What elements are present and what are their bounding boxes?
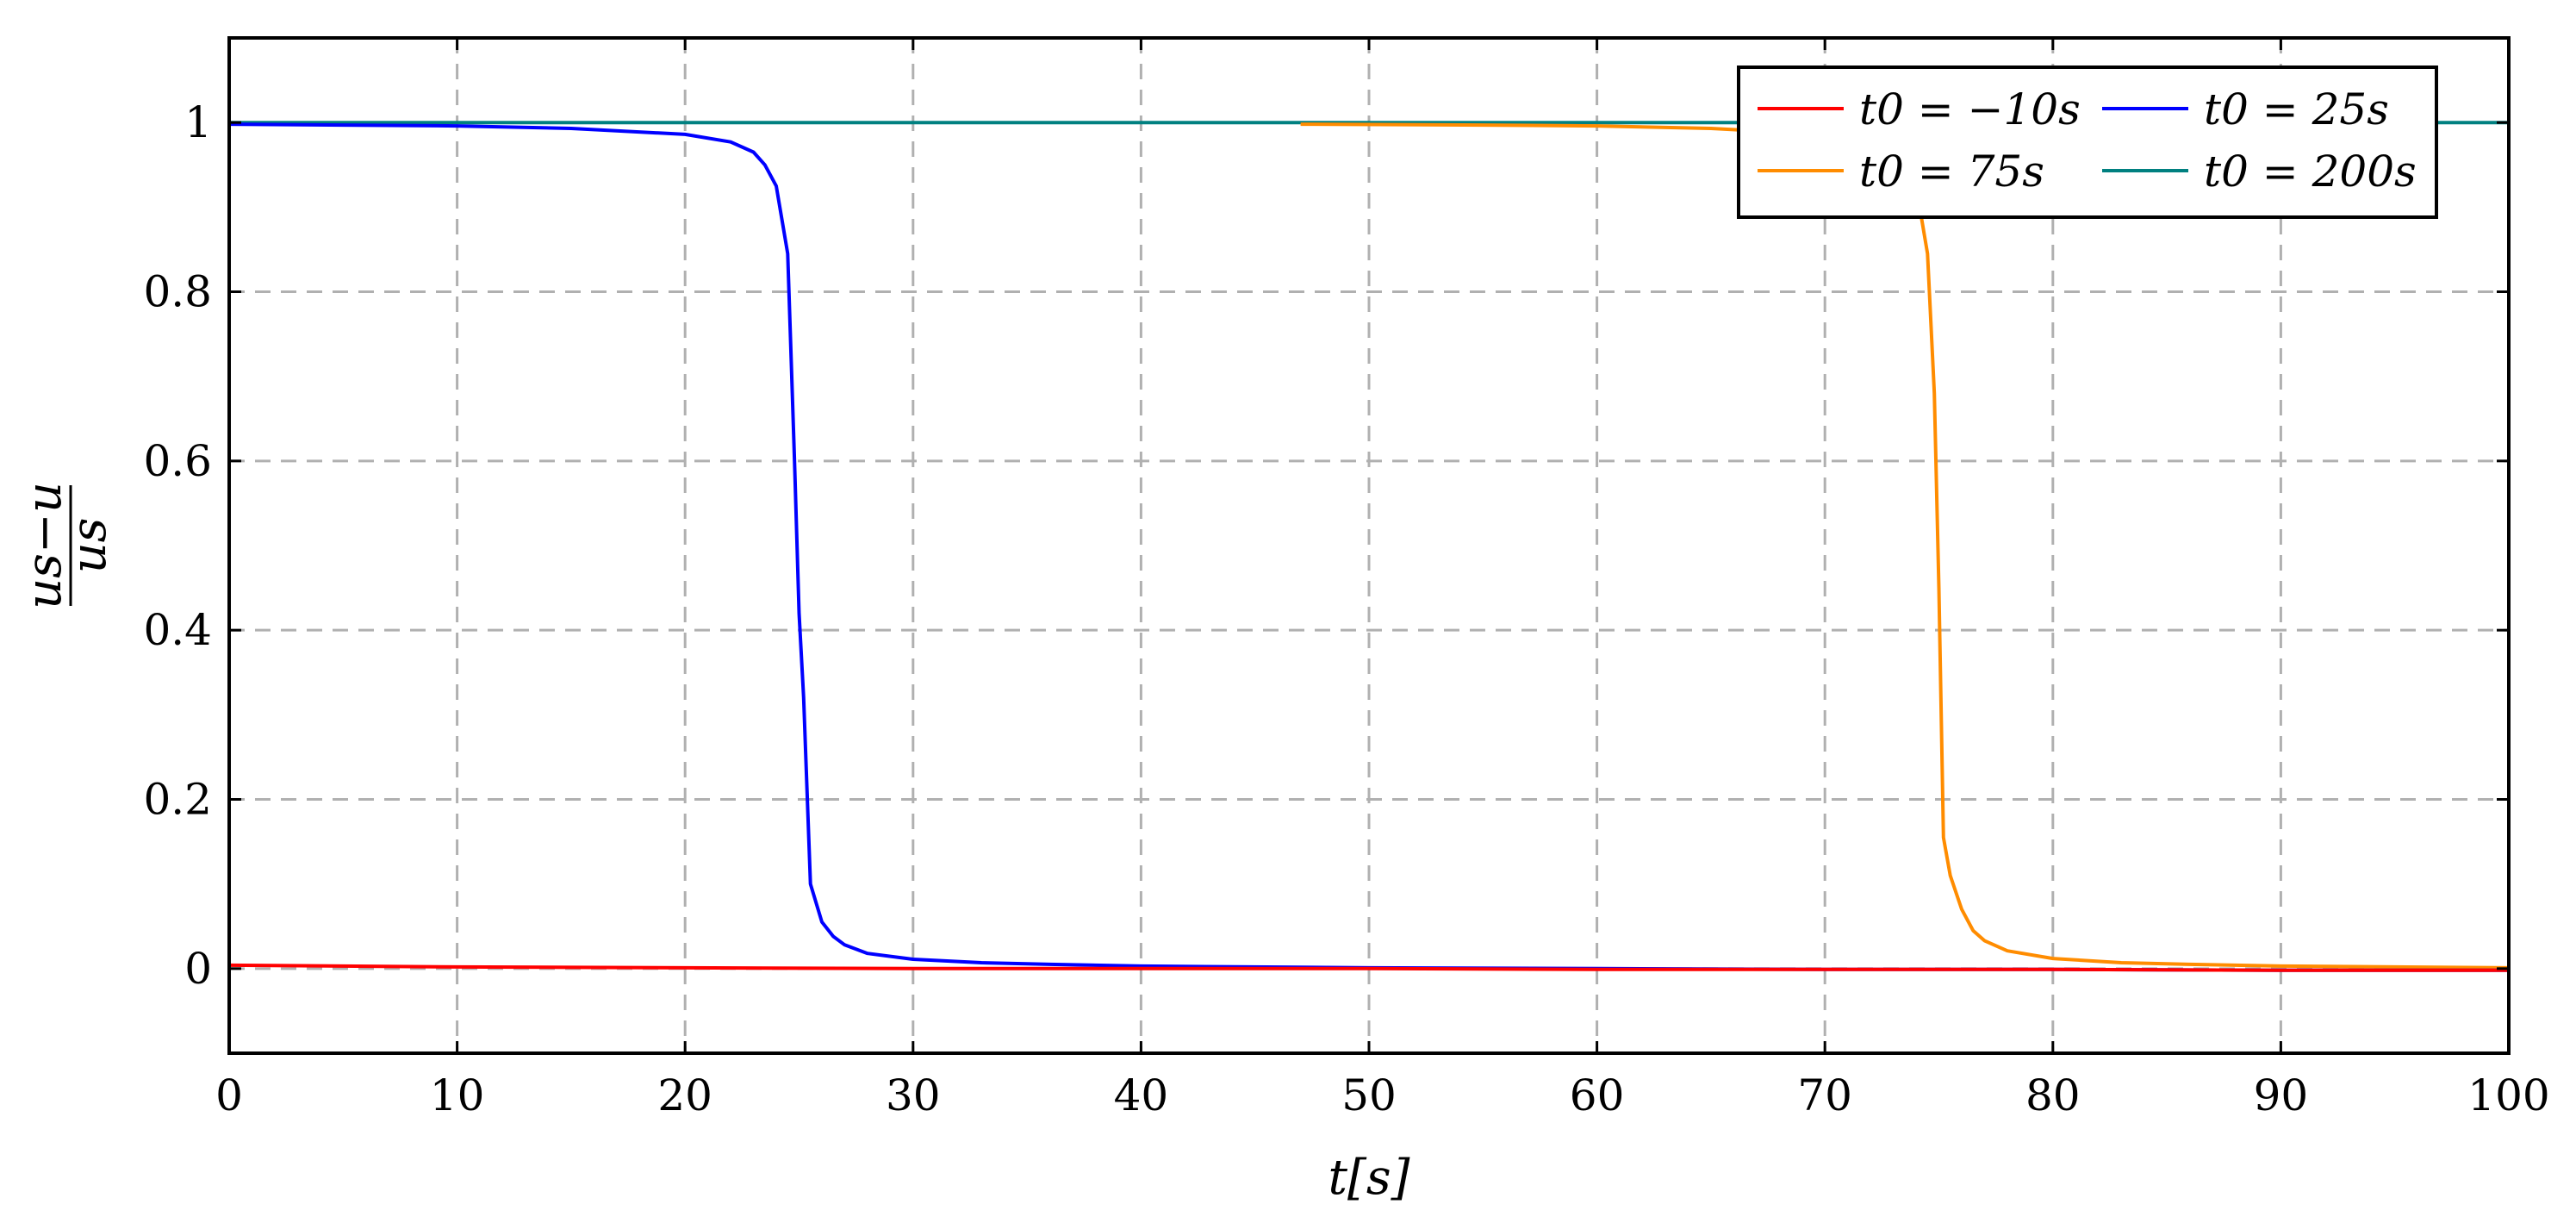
y-axis-label-numerator: us−u (16, 482, 72, 609)
legend-label-3: t0 = 200s (2204, 147, 2417, 197)
x-tick-label: 0 (215, 1070, 243, 1120)
legend-label-1: t0 = 25s (2204, 84, 2389, 134)
x-tick-label: 70 (1797, 1070, 1852, 1120)
y-axis-label-denominator: us (61, 518, 117, 574)
x-tick-label: 50 (1341, 1070, 1397, 1120)
y-axis-label: us−u us (16, 482, 117, 609)
series-line-2 (1300, 122, 2510, 970)
x-axis-label: t[s] (1328, 1150, 1410, 1206)
tick-labels: 0 10 20 30 40 50 60 70 80 90 100 0 0.2 0.4 0.6 0.8 1 (143, 97, 2549, 1120)
legend-label-2: t0 = 75s (1859, 147, 2044, 197)
y-tick-label: 0.4 (143, 605, 212, 655)
x-tick-label: 100 (2467, 1070, 2549, 1120)
y-tick-label: 0 (184, 944, 212, 994)
y-tick-label: 1 (184, 97, 212, 147)
x-tick-label: 20 (657, 1070, 712, 1120)
legend-box (1737, 66, 2438, 219)
legend: t0 = −10s t0 = 25s t0 = 75s t0 = 200s (1737, 66, 2438, 219)
legend-label-0: t0 = −10s (1859, 84, 2081, 134)
x-tick-label: 10 (430, 1070, 485, 1120)
x-tick-label: 60 (1570, 1070, 1625, 1120)
x-tick-label: 90 (2254, 1070, 2309, 1120)
x-tick-label: 40 (1114, 1070, 1169, 1120)
x-tick-label: 30 (886, 1070, 941, 1120)
x-tick-label: 80 (2025, 1070, 2081, 1120)
y-tick-label: 0.8 (143, 267, 212, 317)
axis-ticks (227, 38, 2511, 1053)
y-tick-label: 0.2 (143, 775, 212, 825)
series-line-0 (228, 963, 2509, 972)
y-tick-label: 0.6 (143, 436, 212, 486)
